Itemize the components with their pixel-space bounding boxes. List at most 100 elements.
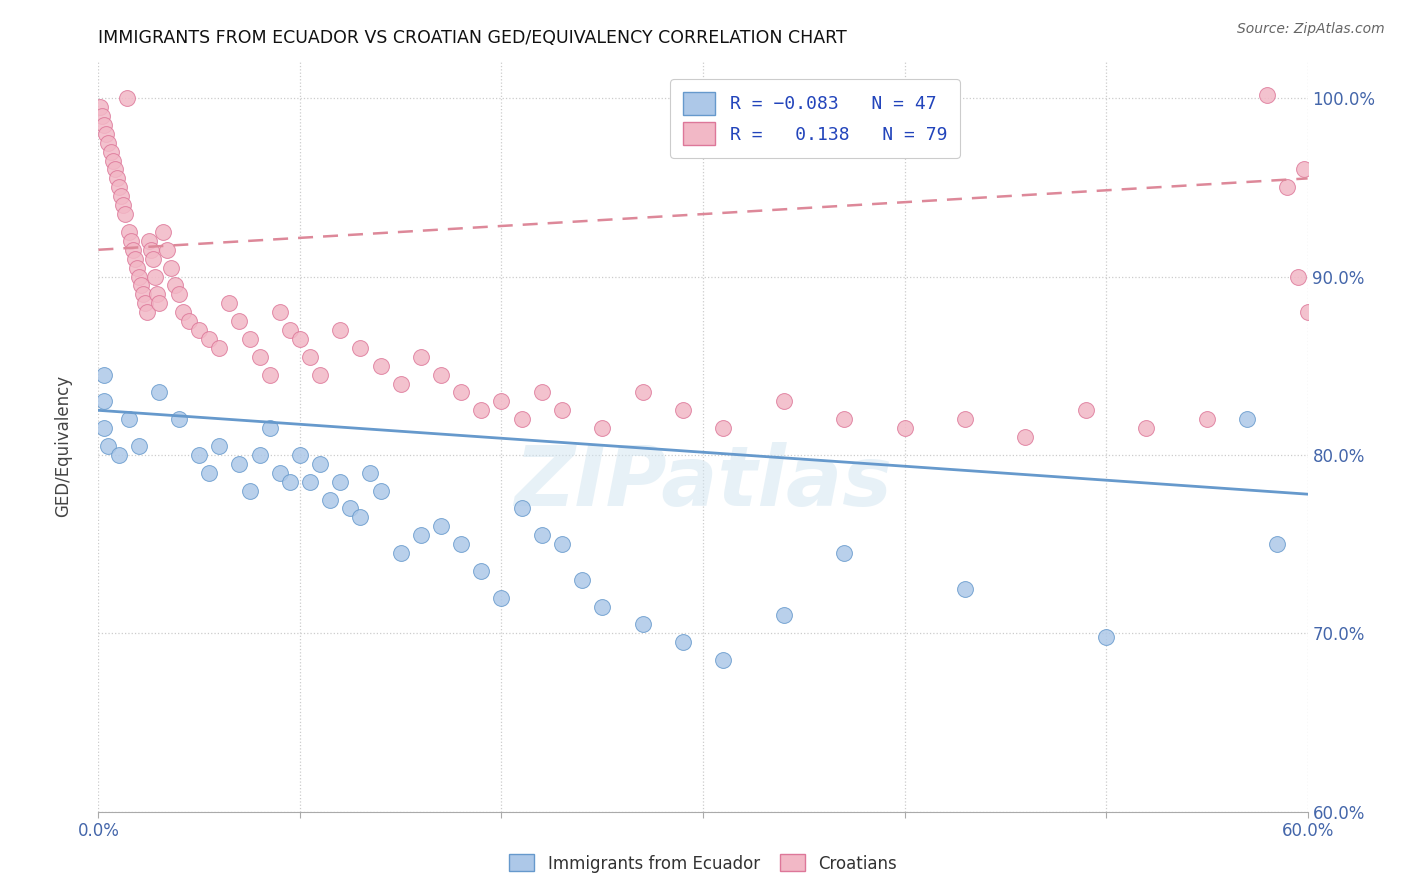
Point <box>249 350 271 364</box>
Point <box>470 564 492 578</box>
Point <box>1267 537 1289 551</box>
Point <box>101 153 124 168</box>
Point <box>430 368 453 382</box>
Point <box>91 109 114 123</box>
Point <box>772 394 794 409</box>
Point <box>97 439 120 453</box>
Point <box>172 305 194 319</box>
Point <box>118 225 141 239</box>
Legend: Immigrants from Ecuador, Croatians: Immigrants from Ecuador, Croatians <box>502 847 904 880</box>
Point <box>146 287 169 301</box>
Point <box>259 421 281 435</box>
Point <box>1277 180 1299 194</box>
Point <box>299 475 322 489</box>
Text: ZIPatlas: ZIPatlas <box>515 442 891 523</box>
Point <box>128 439 150 453</box>
Point <box>772 608 794 623</box>
Point <box>1256 87 1278 102</box>
Point <box>430 519 453 533</box>
Point <box>118 412 141 426</box>
Point <box>188 323 211 337</box>
Point <box>288 332 311 346</box>
Point <box>120 234 142 248</box>
Point <box>953 412 976 426</box>
Point <box>309 457 332 471</box>
Point <box>591 599 613 614</box>
Point <box>208 439 231 453</box>
Point <box>208 341 231 355</box>
Point <box>121 243 143 257</box>
Point <box>160 260 183 275</box>
Point <box>134 296 156 310</box>
Point <box>115 91 138 105</box>
Point <box>132 287 155 301</box>
Point <box>152 225 174 239</box>
Point <box>114 207 136 221</box>
Point <box>110 189 132 203</box>
Point <box>409 350 432 364</box>
Point <box>269 466 291 480</box>
Point <box>409 528 432 542</box>
Point <box>269 305 291 319</box>
Point <box>389 376 412 391</box>
Point <box>491 591 513 605</box>
Point <box>148 385 170 400</box>
Point <box>491 394 513 409</box>
Point <box>135 305 157 319</box>
Point <box>1292 162 1315 177</box>
Point <box>138 234 160 248</box>
Point <box>329 323 352 337</box>
Point <box>163 278 186 293</box>
Point <box>259 368 281 382</box>
Legend: R = −0.083   N = 47, R =   0.138   N = 79: R = −0.083 N = 47, R = 0.138 N = 79 <box>671 79 960 158</box>
Point <box>551 403 574 417</box>
Point <box>953 582 976 596</box>
Point <box>631 385 654 400</box>
Point <box>93 118 115 132</box>
Point <box>128 269 150 284</box>
Point <box>89 100 111 114</box>
Point <box>339 501 361 516</box>
Point <box>218 296 240 310</box>
Point <box>100 145 122 159</box>
Point <box>288 448 311 462</box>
Point <box>299 350 322 364</box>
Point <box>329 475 352 489</box>
Point <box>198 466 221 480</box>
Point <box>93 421 115 435</box>
Point <box>249 448 271 462</box>
Point <box>530 528 553 542</box>
Point <box>470 403 492 417</box>
Point <box>551 537 574 551</box>
Point <box>142 252 165 266</box>
Point <box>1014 430 1036 444</box>
Point <box>93 394 115 409</box>
Point <box>96 127 118 141</box>
Point <box>124 252 146 266</box>
Point <box>510 501 533 516</box>
Point <box>278 323 301 337</box>
Point <box>228 314 250 328</box>
Text: IMMIGRANTS FROM ECUADOR VS CROATIAN GED/EQUIVALENCY CORRELATION CHART: IMMIGRANTS FROM ECUADOR VS CROATIAN GED/… <box>98 29 848 47</box>
Point <box>278 475 301 489</box>
Point <box>370 483 392 498</box>
Point <box>893 421 915 435</box>
Point <box>103 162 125 177</box>
Point <box>156 243 179 257</box>
Text: GED/Equivalency: GED/Equivalency <box>55 375 72 517</box>
Point <box>107 448 129 462</box>
Point <box>167 287 190 301</box>
Point <box>832 546 855 560</box>
Point <box>349 510 371 524</box>
Point <box>349 341 371 355</box>
Point <box>591 421 613 435</box>
Point <box>139 243 162 257</box>
Point <box>360 466 382 480</box>
Point <box>571 573 593 587</box>
Point <box>125 260 148 275</box>
Point <box>1236 412 1258 426</box>
Point <box>832 412 855 426</box>
Point <box>93 368 115 382</box>
Point <box>389 546 412 560</box>
Point <box>143 269 166 284</box>
